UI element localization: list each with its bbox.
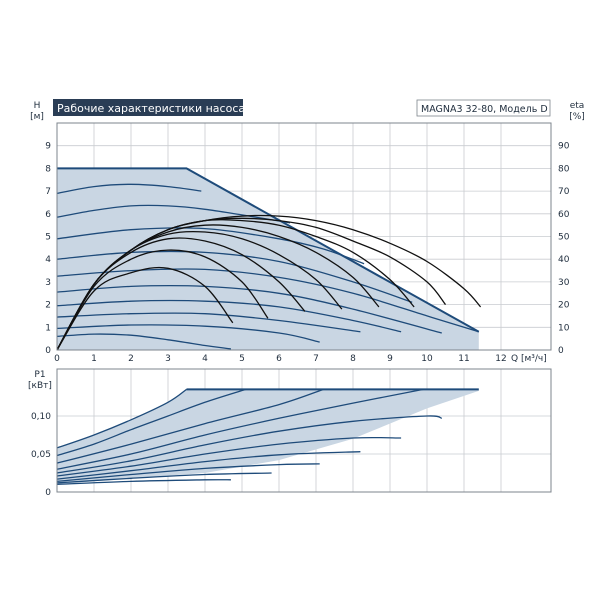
eta-curve-8 bbox=[56, 214, 482, 351]
y-tick-label-head: 6 bbox=[45, 210, 51, 220]
head-curve-9 bbox=[56, 312, 361, 333]
eta-curve-2 bbox=[56, 249, 269, 351]
power-curve-10 bbox=[56, 479, 231, 486]
top-chart-head-curves bbox=[56, 167, 480, 350]
y-axis-label-head: H bbox=[34, 101, 41, 111]
x-tick-label: 9 bbox=[387, 354, 393, 364]
power-curve-3 bbox=[56, 388, 324, 464]
model-label: MAGNA3 32-80, Модель D bbox=[421, 104, 548, 115]
y-tick-label-eta: 40 bbox=[558, 255, 570, 265]
y-tick-label-eta: 30 bbox=[558, 278, 570, 288]
head-curve-10 bbox=[56, 324, 320, 343]
model-label-box bbox=[416, 99, 551, 117]
top-chart-frame bbox=[56, 122, 552, 351]
x-tick-label: 3 bbox=[165, 354, 171, 364]
y-tick-label-head: 8 bbox=[45, 164, 51, 174]
power-curve-4 bbox=[56, 388, 424, 470]
y-axis-unit-power: [кВт] bbox=[28, 381, 52, 391]
x-tick-label: 1 bbox=[91, 354, 97, 364]
y-tick-label-eta: 10 bbox=[558, 323, 570, 333]
top-chart-ticks: 0 1 2 3 4 5 6 7 8 9 10 11 12012345678901020304050607… bbox=[45, 142, 569, 364]
power-curve-7 bbox=[56, 451, 361, 480]
y-tick-label-eta: 20 bbox=[558, 301, 570, 311]
y-tick-label-eta: 0 bbox=[558, 346, 564, 356]
head-curve-8 bbox=[56, 299, 402, 333]
power-curve-8 bbox=[56, 463, 320, 483]
power-curve-5 bbox=[56, 415, 442, 474]
y-tick-label-power: 0,05 bbox=[31, 450, 51, 460]
eta-curve-1 bbox=[56, 266, 234, 351]
x-tick-label: 11 bbox=[458, 354, 469, 364]
x-tick-label: 12 bbox=[495, 354, 506, 364]
y-tick-label-eta: 60 bbox=[558, 210, 570, 220]
bottom-chart-operating-area bbox=[57, 389, 479, 485]
bottom-chart-ticks: 0 0,05 0,10 bbox=[31, 412, 51, 498]
x-tick-label: 10 bbox=[421, 354, 433, 364]
bottom-chart-power-curves bbox=[56, 388, 479, 486]
y-tick-label-head: 4 bbox=[45, 255, 51, 265]
x-tick-label: 8 bbox=[350, 354, 356, 364]
y-axis-label-eta: eta bbox=[570, 101, 585, 111]
power-operating-area bbox=[57, 389, 479, 485]
x-tick-label: 6 bbox=[276, 354, 282, 364]
head-curve-5 bbox=[56, 250, 413, 303]
bottom-chart-frame bbox=[56, 368, 552, 493]
x-axis-label: Q [м³/ч] bbox=[511, 354, 547, 364]
x-tick-label: 5 bbox=[239, 354, 245, 364]
y-tick-label-head: 0 bbox=[45, 346, 51, 356]
head-curve-11 bbox=[56, 333, 231, 350]
y-tick-label-head: 5 bbox=[45, 233, 51, 243]
y-tick-label-head: 9 bbox=[45, 142, 51, 152]
y-tick-label-eta: 70 bbox=[558, 187, 570, 197]
y-axis-unit-head: [м] bbox=[30, 112, 44, 122]
head-curve-7 bbox=[56, 285, 442, 334]
x-tick-label: 7 bbox=[313, 354, 319, 364]
x-tick-label: 4 bbox=[202, 354, 208, 364]
power-curve-1 bbox=[56, 388, 187, 449]
head-curve-3 bbox=[56, 204, 291, 224]
chart-title-background bbox=[53, 99, 243, 116]
chart-title: Рабочие характеристики насоса bbox=[57, 102, 245, 115]
y-tick-label-power: 0 bbox=[45, 488, 51, 498]
head-curve-4 bbox=[56, 227, 365, 265]
y-tick-label-eta: 50 bbox=[558, 233, 570, 243]
y-axis-label-power: P1 bbox=[34, 370, 45, 380]
head-curve-2 bbox=[56, 183, 202, 195]
y-tick-label-eta: 90 bbox=[558, 142, 570, 152]
y-tick-label-head: 2 bbox=[45, 301, 51, 311]
y-tick-label-head: 7 bbox=[45, 187, 51, 197]
x-tick-label: 2 bbox=[128, 354, 134, 364]
y-tick-label-head: 3 bbox=[45, 278, 51, 288]
power-curve-9 bbox=[56, 472, 272, 484]
top-chart-eta-curves bbox=[56, 214, 482, 351]
y-axis-unit-eta: [%] bbox=[569, 112, 585, 122]
y-tick-label-eta: 80 bbox=[558, 164, 570, 174]
power-curve-2 bbox=[56, 388, 246, 457]
head-curve-6 bbox=[56, 268, 479, 333]
power-curve-6 bbox=[56, 436, 402, 477]
head-envelope-line bbox=[57, 167, 480, 333]
x-tick-label: 0 bbox=[54, 354, 60, 364]
y-tick-label-head: 1 bbox=[45, 323, 51, 333]
y-tick-label-power: 0,10 bbox=[31, 412, 51, 422]
